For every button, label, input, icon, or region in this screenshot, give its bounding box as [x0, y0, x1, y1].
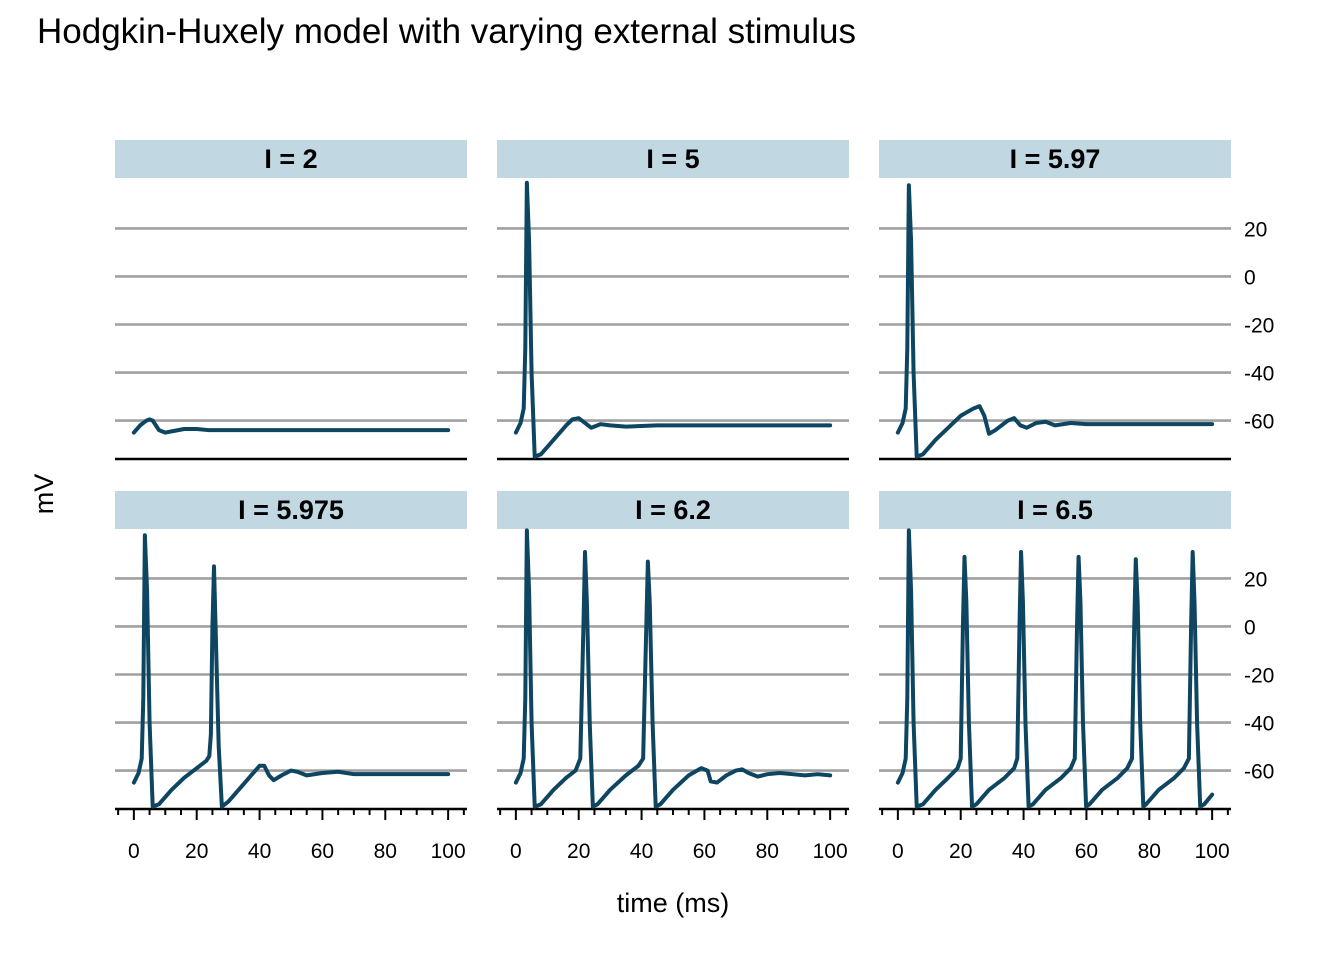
x-tick-label: 80	[756, 840, 779, 863]
x-tick-label: 80	[1138, 840, 1161, 863]
series-line	[895, 183, 1215, 459]
facet-strip	[879, 491, 1231, 529]
x-tick-label: 20	[567, 840, 590, 863]
facet-panel: I = 5.975 0 20 40 60 80 100	[115, 491, 467, 863]
series-line	[513, 180, 833, 459]
x-tick-label: 40	[248, 840, 271, 863]
y-tick-label: 20	[1244, 218, 1267, 241]
facet-strip	[115, 140, 467, 178]
facet-strip-label: I = 6.2	[635, 495, 711, 525]
x-tick-label: 60	[1075, 840, 1098, 863]
y-tick-label: -40	[1244, 363, 1274, 386]
facet-strip	[497, 491, 849, 529]
series-line	[131, 533, 451, 809]
y-tick-label: -60	[1244, 761, 1274, 784]
y-tick-label: -40	[1244, 713, 1274, 736]
x-tick-label: 40	[630, 840, 653, 863]
facet-panel: I = 5	[497, 140, 849, 461]
x-tick-label: 100	[1195, 840, 1230, 863]
y-axis-title: mV	[29, 474, 59, 515]
x-tick-label: 60	[311, 840, 334, 863]
series-line	[895, 528, 1215, 809]
y-tick-label: 20	[1244, 568, 1267, 591]
x-tick-label: 40	[1012, 840, 1035, 863]
y-tick-label: 0	[1244, 266, 1256, 289]
facet-strip-label: I = 6.5	[1017, 495, 1093, 525]
facet-panel: I = 6.5 0 20 40 60 80 100 -60 -40 -20 0 20	[879, 491, 1274, 863]
x-tick-label: 20	[949, 840, 972, 863]
x-tick-label: 0	[128, 840, 140, 863]
x-tick-label: 0	[892, 840, 904, 863]
facet-panel: I = 2	[115, 140, 467, 461]
x-tick-label: 20	[185, 840, 208, 863]
facet-strip	[115, 491, 467, 529]
x-tick-label: 100	[431, 840, 466, 863]
x-tick-label: 0	[510, 840, 522, 863]
x-tick-label: 80	[374, 840, 397, 863]
y-tick-label: 0	[1244, 616, 1256, 639]
series-line	[131, 417, 451, 435]
facet-strip	[497, 140, 849, 178]
facet-panel: I = 6.2 0 20 40 60 80 100	[497, 491, 849, 863]
facet-strip	[879, 140, 1231, 178]
x-tick-label: 100	[813, 840, 848, 863]
y-tick-label: -60	[1244, 411, 1274, 434]
y-tick-label: -20	[1244, 315, 1274, 338]
x-axis-title: time (ms)	[617, 888, 729, 918]
y-tick-label: -20	[1244, 665, 1274, 688]
facet-strip-label: I = 5.97	[1010, 144, 1101, 174]
facet-strip-label: I = 5.975	[238, 495, 344, 525]
facet-panel: I = 5.97 -60 -40 -20 0 20	[879, 140, 1274, 461]
x-tick-label: 60	[693, 840, 716, 863]
facet-strip-label: I = 2	[264, 144, 317, 174]
series-line	[513, 528, 833, 809]
facet-strip-label: I = 5	[646, 144, 699, 174]
chart-title: Hodgkin-Huxely model with varying extern…	[37, 12, 856, 51]
